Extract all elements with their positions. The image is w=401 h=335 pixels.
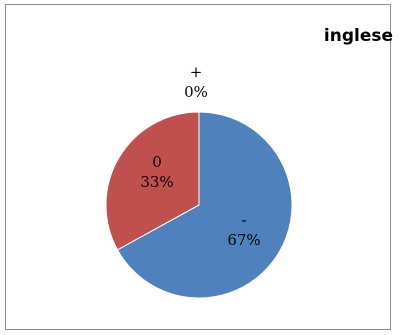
- slice-category-label-2: +: [190, 63, 203, 81]
- chart-title: inglese: [323, 26, 393, 46]
- slice-percent-label-0: 67%: [227, 231, 260, 249]
- slice-percent-label-1: 33%: [140, 173, 173, 191]
- slice-category-label-1: 0: [152, 153, 162, 171]
- slice-percent-label-2: 0%: [184, 83, 208, 101]
- pie-slice-0: [116, 111, 293, 299]
- pie-slice-1: [105, 111, 200, 251]
- slice-category-label-0: -: [241, 211, 246, 229]
